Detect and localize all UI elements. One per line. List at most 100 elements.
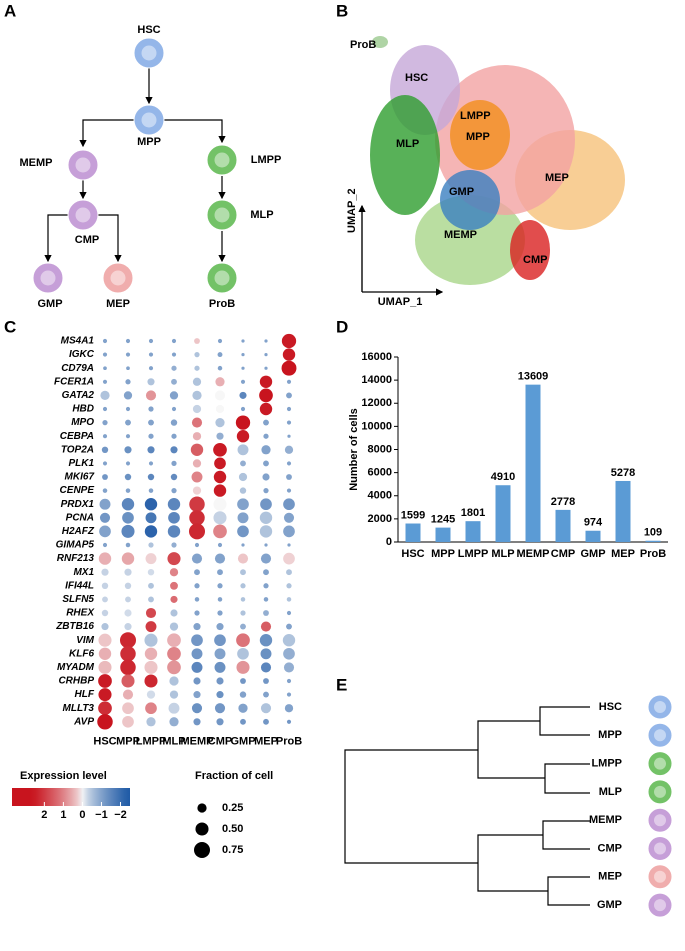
dot <box>100 390 110 401</box>
dot <box>238 703 248 713</box>
dot <box>167 498 181 511</box>
value-label: 5278 <box>611 467 635 479</box>
gene-label: CEBPA <box>60 431 94 442</box>
dot <box>263 678 269 684</box>
y-tick-label: 4000 <box>368 490 392 502</box>
dot <box>240 718 246 725</box>
y-tick-label: 0 <box>386 536 392 548</box>
dot <box>192 404 202 414</box>
dot <box>286 474 292 480</box>
cell-icon-core <box>141 45 157 61</box>
dot <box>171 378 177 385</box>
dot <box>99 512 111 523</box>
dot <box>217 542 223 548</box>
cluster-label: LMPP <box>460 110 491 122</box>
panel-label: D <box>336 317 348 336</box>
dot <box>264 366 268 370</box>
gene-label: CRHBP <box>58 676 94 687</box>
gene-label: H2AFZ <box>62 526 95 537</box>
dot <box>240 569 246 576</box>
size-key <box>194 842 210 858</box>
dot <box>101 568 109 576</box>
cell-icon <box>67 149 99 181</box>
cluster-label: HSC <box>405 72 428 84</box>
dot <box>194 583 200 589</box>
cell-icon-core <box>654 729 666 742</box>
dot <box>98 633 112 647</box>
leaf-label: MEMP <box>589 814 622 826</box>
gene-label: PCNA <box>66 512 94 523</box>
dot <box>122 689 134 700</box>
dot <box>260 648 272 660</box>
dot <box>194 597 200 602</box>
dot <box>126 366 130 371</box>
x-tick-label: MEP <box>254 735 278 747</box>
gene-label: TOP2A <box>61 444 94 455</box>
gene-label: MX1 <box>73 567 94 578</box>
dot <box>286 461 292 466</box>
dot <box>125 488 131 493</box>
dot <box>191 648 203 660</box>
cell-icon-core <box>75 157 91 173</box>
gene-label: AVP <box>73 716 94 727</box>
dot <box>283 662 295 673</box>
cell-icon <box>647 751 673 777</box>
dot <box>240 406 246 412</box>
dot <box>283 512 295 523</box>
node-label: CMP <box>75 234 99 246</box>
dot <box>125 542 131 548</box>
dot <box>125 338 131 344</box>
dot <box>146 717 156 727</box>
gene-label: MYADM <box>57 662 95 673</box>
dot <box>148 488 154 493</box>
dot <box>125 352 131 357</box>
dot <box>239 487 247 494</box>
dot <box>194 542 200 548</box>
dot <box>286 597 292 602</box>
dot <box>144 647 158 660</box>
dot <box>169 690 179 699</box>
dot <box>144 633 158 647</box>
y-tick-label: 16000 <box>361 351 392 363</box>
gene-label: GATA2 <box>62 390 95 401</box>
x-tick-label: MLP <box>162 735 185 747</box>
dot <box>264 353 268 357</box>
leaf-label: LMPP <box>591 758 622 770</box>
y-tick-label: 8000 <box>368 443 392 455</box>
dot <box>217 338 223 344</box>
dot <box>120 646 136 662</box>
dot <box>241 353 245 357</box>
dot <box>213 511 227 525</box>
leaf-label: GMP <box>597 899 622 911</box>
dot <box>240 379 246 384</box>
dot <box>215 417 225 428</box>
gene-label: RNF213 <box>57 553 95 564</box>
dot <box>148 433 154 439</box>
dot <box>169 622 179 631</box>
dot <box>287 543 291 547</box>
dot <box>148 352 154 357</box>
node-label: ProB <box>209 298 235 310</box>
axis-label: UMAP_2 <box>346 188 358 233</box>
dot <box>120 632 136 649</box>
gene-label: MKI67 <box>65 472 95 483</box>
cell-icon <box>647 807 673 833</box>
dot <box>263 487 269 494</box>
dot <box>259 388 273 403</box>
dot <box>102 461 108 466</box>
dot <box>214 648 226 660</box>
cluster-label: MLP <box>396 138 419 150</box>
x-tick-label: GMP <box>580 548 605 560</box>
dot <box>148 419 154 426</box>
dot <box>101 446 109 453</box>
dot <box>125 596 131 603</box>
cell-icon <box>102 262 134 294</box>
node-label: LMPP <box>251 154 282 166</box>
dot <box>194 569 200 576</box>
dot <box>260 498 272 511</box>
dot <box>124 568 132 576</box>
dot <box>148 406 154 412</box>
gene-label: HLF <box>75 689 95 700</box>
dot <box>263 718 269 725</box>
dot <box>124 446 132 454</box>
